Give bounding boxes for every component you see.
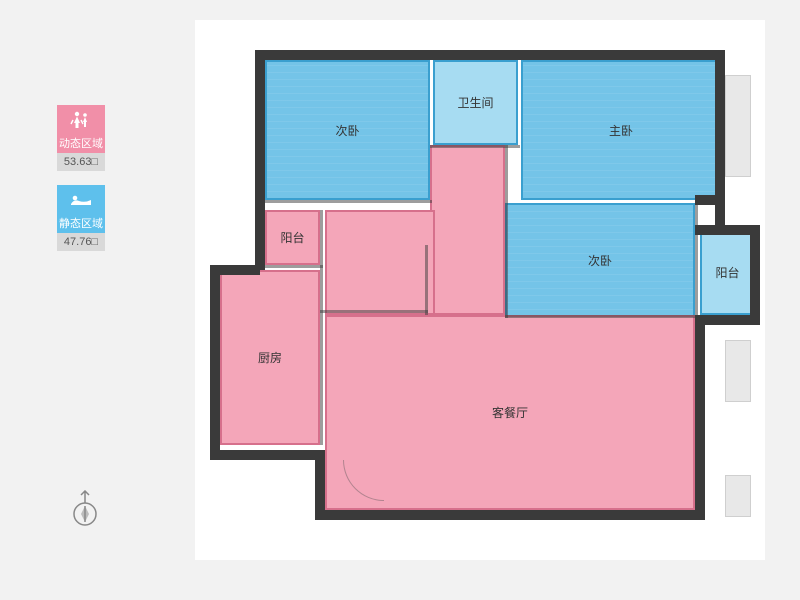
legend: 动态区域 53.63□ 静态区域 47.76□ — [57, 105, 105, 265]
balcony-rail — [725, 475, 751, 517]
legend-dynamic-value: 53.63□ — [57, 153, 105, 171]
outer-wall — [255, 200, 265, 270]
outer-wall — [210, 450, 325, 460]
outer-wall — [695, 195, 720, 205]
outer-wall — [695, 225, 755, 235]
room-kitchen: 厨房 — [220, 270, 320, 445]
room-label: 次卧 — [335, 122, 359, 139]
room-label: 次卧 — [588, 252, 612, 269]
room-balcony: 阳台 — [700, 230, 755, 315]
interior-wall — [695, 203, 698, 318]
legend-static-label: 静态区域 — [57, 215, 105, 233]
room-master: 主卧 — [521, 60, 721, 200]
room-label: 客餐厅 — [492, 404, 528, 421]
room-corridor — [430, 145, 505, 315]
compass-icon — [70, 490, 100, 528]
room-bed2l: 次卧 — [265, 60, 430, 200]
interior-wall — [425, 245, 428, 315]
interior-wall — [320, 210, 323, 445]
outer-wall — [750, 225, 760, 325]
balcony-rail — [725, 340, 751, 402]
interior-wall — [505, 315, 695, 318]
interior-wall — [262, 200, 432, 203]
outer-wall — [255, 50, 265, 205]
interior-wall — [505, 145, 508, 318]
outer-wall — [255, 50, 725, 60]
balcony-rail — [725, 75, 751, 177]
room-label: 卫生间 — [457, 94, 493, 111]
outer-wall — [315, 510, 705, 520]
interior-wall — [320, 310, 428, 313]
floor-plan: 次卧卫生间主卧次卧阳台阳台卫生间厨房客餐厅 — [195, 20, 765, 560]
people-icon — [57, 105, 105, 135]
interior-wall — [430, 145, 520, 148]
legend-dynamic-label: 动态区域 — [57, 135, 105, 153]
room-label: 阳台 — [715, 264, 739, 281]
canvas: { "background_color": "#f2f2f2", "legend… — [0, 0, 800, 600]
room-label: 阳台 — [280, 229, 304, 246]
outer-wall — [695, 315, 755, 325]
room-bed2r: 次卧 — [505, 203, 695, 318]
legend-static-value: 47.76□ — [57, 233, 105, 251]
room-yangtai: 阳台 — [265, 210, 320, 265]
room-label: 主卧 — [609, 122, 633, 139]
outer-wall — [210, 265, 260, 275]
outer-wall — [695, 315, 705, 520]
room-label: 厨房 — [258, 349, 282, 366]
room-corridor2 — [325, 210, 435, 315]
legend-static: 静态区域 47.76□ — [57, 185, 105, 251]
outer-wall — [210, 265, 220, 460]
sleep-icon — [57, 185, 105, 215]
room-bath1: 卫生间 — [433, 60, 518, 145]
legend-dynamic: 动态区域 53.63□ — [57, 105, 105, 171]
